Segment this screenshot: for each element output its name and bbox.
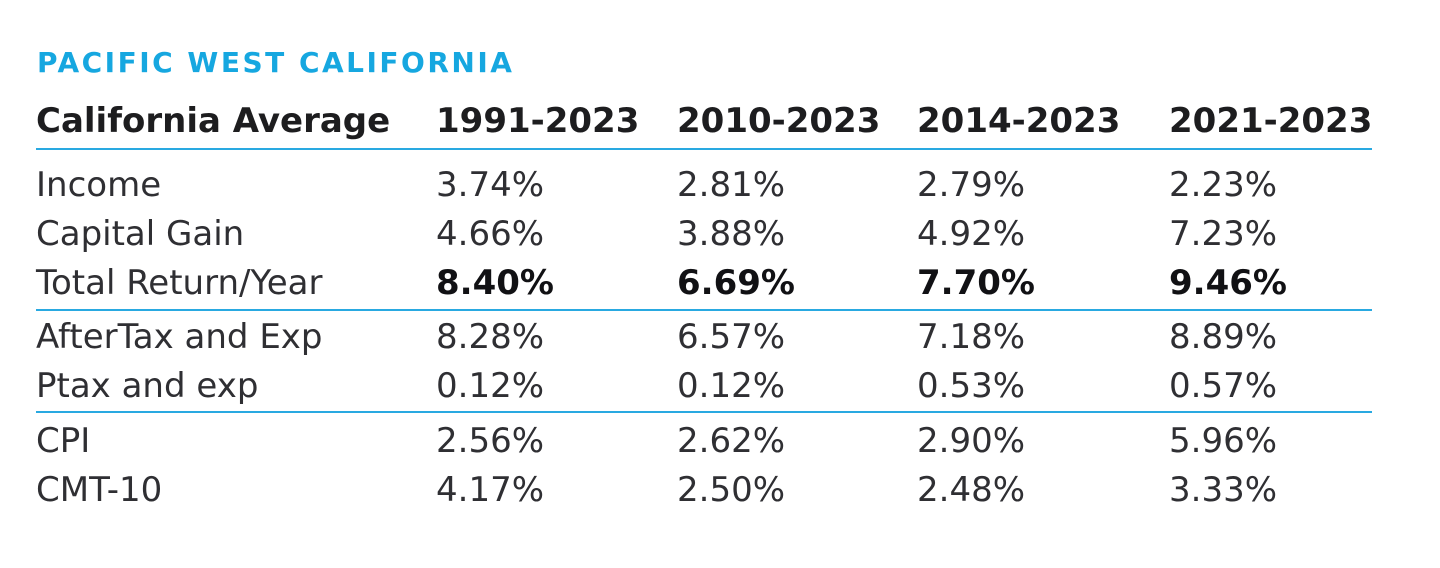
column-header-2010-2023: 2010-2023: [677, 101, 881, 141]
value-cell-bold: 7.70%: [917, 263, 1035, 303]
group-divider: [36, 411, 1372, 413]
value-cell: 2.90%: [917, 421, 1026, 461]
value-cell: 8.89%: [1169, 317, 1278, 357]
table-row-total-return: Total Return/Year 8.40% 6.69% 7.70% 9.46…: [0, 260, 1440, 306]
value-cell: 0.12%: [436, 366, 545, 406]
column-header-1991-2023: 1991-2023: [436, 101, 640, 141]
row-label: AfterTax and Exp: [36, 317, 323, 357]
table-row-aftertax: AfterTax and Exp 8.28% 6.57% 7.18% 8.89%: [0, 314, 1440, 360]
value-cell: 2.50%: [677, 470, 786, 510]
value-cell: 0.12%: [677, 366, 786, 406]
row-label: CMT-10: [36, 470, 163, 510]
value-cell: 3.33%: [1169, 470, 1278, 510]
value-cell: 2.48%: [917, 470, 1026, 510]
value-cell: 4.92%: [917, 214, 1026, 254]
row-label: CPI: [36, 421, 91, 461]
value-cell: 7.23%: [1169, 214, 1278, 254]
value-cell-bold: 8.40%: [436, 263, 554, 303]
section-heading: PACIFIC WEST CALIFORNIA: [37, 46, 515, 79]
row-label: Income: [36, 165, 162, 205]
value-cell: 0.53%: [917, 366, 1026, 406]
value-cell: 2.56%: [436, 421, 545, 461]
table-row-capital-gain: Capital Gain 4.66% 3.88% 4.92% 7.23%: [0, 211, 1440, 257]
header-divider: [36, 148, 1372, 150]
value-cell-bold: 6.69%: [677, 263, 795, 303]
value-cell: 4.66%: [436, 214, 545, 254]
value-cell: 7.18%: [917, 317, 1026, 357]
column-header-2021-2023: 2021-2023: [1169, 101, 1373, 141]
table-row-ptax: Ptax and exp 0.12% 0.12% 0.53% 0.57%: [0, 363, 1440, 409]
value-cell-bold: 9.46%: [1169, 263, 1287, 303]
row-label: Capital Gain: [36, 214, 245, 254]
value-cell: 5.96%: [1169, 421, 1278, 461]
column-header-2014-2023: 2014-2023: [917, 101, 1121, 141]
table-header-row: California Average 1991-2023 2010-2023 2…: [0, 100, 1440, 146]
value-cell: 6.57%: [677, 317, 786, 357]
column-header-label: California Average: [36, 101, 391, 141]
value-cell: 2.23%: [1169, 165, 1278, 205]
row-label: Ptax and exp: [36, 366, 259, 406]
table-row-cmt10: CMT-10 4.17% 2.50% 2.48% 3.33%: [0, 467, 1440, 513]
value-cell: 3.88%: [677, 214, 786, 254]
row-label: Total Return/Year: [36, 263, 323, 303]
value-cell: 2.79%: [917, 165, 1026, 205]
value-cell: 8.28%: [436, 317, 545, 357]
group-divider: [36, 309, 1372, 311]
value-cell: 2.81%: [677, 165, 786, 205]
value-cell: 4.17%: [436, 470, 545, 510]
table-row-income: Income 3.74% 2.81% 2.79% 2.23%: [0, 162, 1440, 208]
table-row-cpi: CPI 2.56% 2.62% 2.90% 5.96%: [0, 418, 1440, 464]
value-cell: 0.57%: [1169, 366, 1278, 406]
value-cell: 3.74%: [436, 165, 545, 205]
value-cell: 2.62%: [677, 421, 786, 461]
